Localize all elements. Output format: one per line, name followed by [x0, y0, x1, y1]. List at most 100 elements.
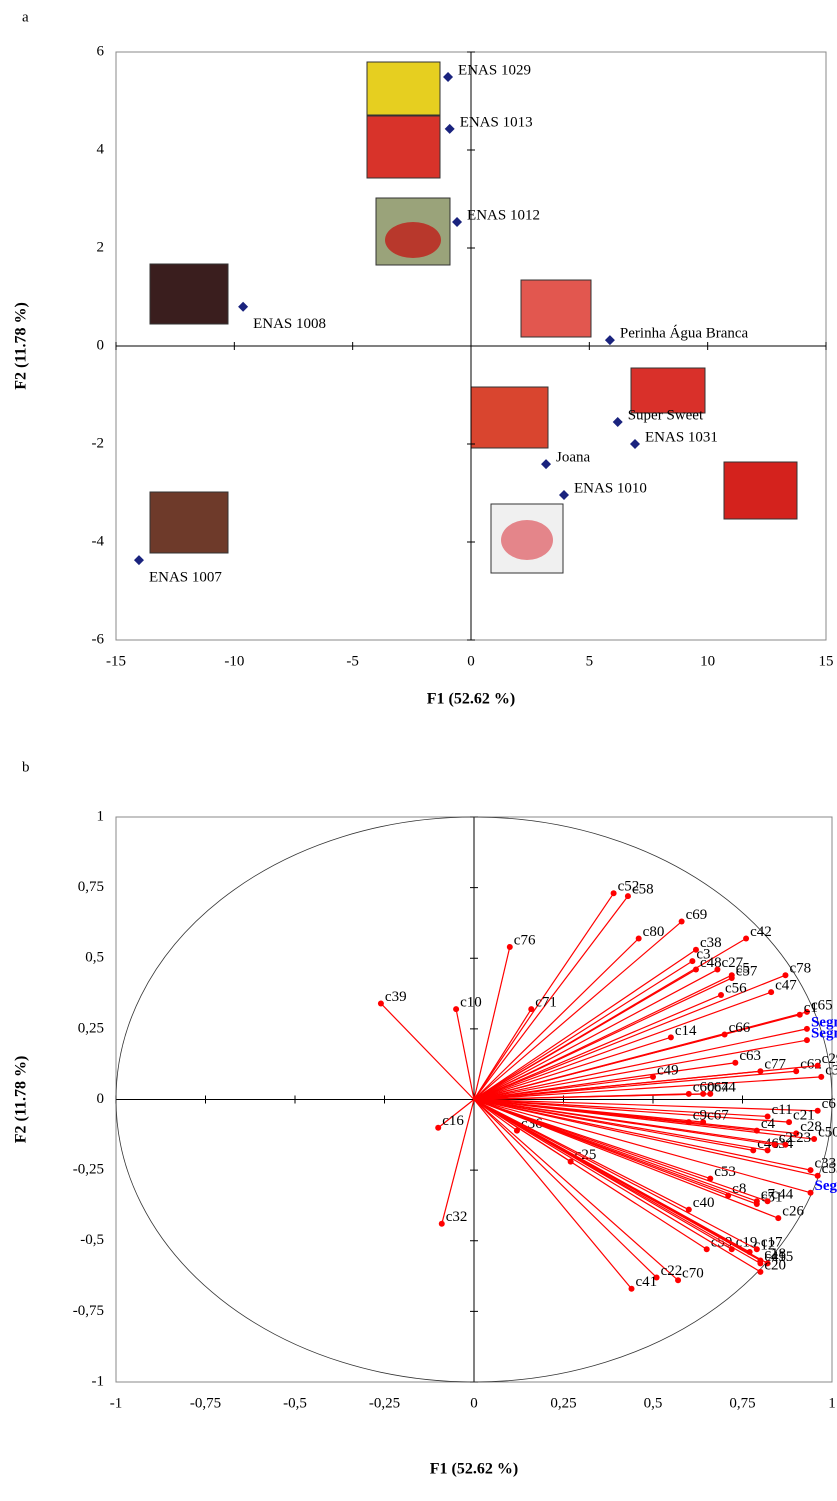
y-tick-label: -2	[92, 435, 105, 451]
variable-point	[797, 1012, 803, 1018]
variable-point	[782, 1142, 788, 1148]
variable-label: c80	[643, 924, 665, 940]
x-tick-label: -10	[224, 653, 244, 669]
point	[443, 72, 453, 82]
variable-point	[757, 1260, 763, 1266]
variable-point	[757, 1269, 763, 1275]
variable-point	[693, 967, 699, 973]
variable-label: c41	[636, 1274, 658, 1290]
x-tick-label: 1	[828, 1395, 836, 1411]
point	[541, 459, 551, 469]
variable-label: c16	[442, 1113, 464, 1129]
variable-point	[679, 919, 685, 925]
variable-label: c32	[446, 1209, 468, 1225]
variable-label: c7	[761, 1187, 776, 1203]
x-tick-label: -0,25	[369, 1395, 400, 1411]
y-tick-label: -0,25	[73, 1162, 104, 1178]
y-tick-label: 0,75	[78, 879, 104, 895]
photo	[724, 462, 797, 519]
variable-label: c66	[729, 1020, 751, 1036]
variable-point	[650, 1074, 656, 1080]
variable-label: c71	[535, 995, 557, 1011]
variable-vector	[381, 1003, 474, 1099]
variable-label: c67	[707, 1108, 729, 1124]
y-tick-label: -0,5	[80, 1232, 104, 1248]
point	[238, 302, 248, 312]
y-tick-label: 0	[97, 1091, 105, 1107]
point-label: Joana	[556, 450, 590, 466]
variable-vector	[474, 961, 692, 1099]
variable-label: c26	[782, 1204, 804, 1220]
variable-point	[815, 1108, 821, 1114]
variable-label: c58	[632, 882, 654, 898]
variable-point	[743, 935, 749, 941]
x-tick-label: -15	[106, 653, 126, 669]
y-tick-label: -6	[92, 631, 105, 647]
variable-point	[718, 992, 724, 998]
variable-label: c74	[714, 1079, 736, 1095]
variable-point	[668, 1034, 674, 1040]
variable-point	[754, 1198, 760, 1204]
variable-point	[689, 958, 695, 964]
variable-label: c42	[750, 924, 772, 940]
photo	[150, 492, 228, 553]
variable-label: c10	[460, 995, 482, 1011]
supplementary-label: Segment	[811, 1026, 837, 1042]
x-tick-label: 0,75	[729, 1395, 755, 1411]
variable-point	[636, 935, 642, 941]
point-label: Super Sweet	[628, 407, 704, 423]
variable-point	[439, 1221, 445, 1227]
variable-label: c33	[815, 1156, 837, 1172]
variable-vector	[474, 938, 639, 1099]
supplementary-point	[808, 1190, 814, 1196]
variable-vector	[456, 1009, 474, 1099]
variable-point	[754, 1246, 760, 1252]
variable-point	[815, 1063, 821, 1069]
variable-point	[435, 1125, 441, 1131]
y-tick-label: 0,5	[85, 950, 104, 966]
variable-label: c31	[825, 1062, 837, 1078]
variable-point	[808, 1167, 814, 1173]
variable-label: c69	[686, 907, 708, 923]
variable-label: c6	[822, 1096, 837, 1112]
supplementary-point	[804, 1037, 810, 1043]
photos	[150, 62, 797, 573]
photo	[367, 62, 440, 115]
variable-point	[775, 1215, 781, 1221]
variable-label: c47	[775, 978, 797, 994]
y-tick-label: 0	[97, 337, 105, 353]
variable-point	[507, 944, 513, 950]
x-axis-title: F1 (52.62 %)	[430, 1461, 518, 1478]
x-tick-label: -0,75	[190, 1395, 221, 1411]
variable-label: c20	[764, 1257, 786, 1273]
point	[559, 490, 569, 500]
y-tick-label: -0,75	[73, 1303, 104, 1319]
point	[613, 417, 623, 427]
point	[445, 124, 455, 134]
y-axis-title: F2 (11.78 %)	[13, 1056, 30, 1144]
variable-label: c70	[682, 1266, 704, 1282]
x-tick-label: -5	[346, 653, 359, 669]
variable-label: c78	[789, 961, 811, 977]
photo	[631, 368, 705, 413]
x-tick-label: 0	[470, 1395, 478, 1411]
y-tick-label: 4	[97, 141, 105, 157]
point-label: ENAS 1012	[467, 207, 540, 223]
variable-point	[768, 989, 774, 995]
x-axis-title: F1 (52.62 %)	[427, 691, 515, 708]
point-label: Perinha Água Branca	[620, 325, 749, 342]
point-label: ENAS 1013	[460, 114, 533, 130]
x-tick-label: 15	[819, 653, 834, 669]
point-label: ENAS 1010	[574, 480, 647, 496]
variable-point	[722, 1032, 728, 1038]
variable-label: c9	[693, 1108, 707, 1124]
variable-point	[611, 890, 617, 896]
variable-label: c22	[661, 1263, 683, 1279]
photo	[367, 116, 440, 178]
page: a-15-10-5051015-6-4-20246F1 (52.62 %)F2 …	[0, 0, 837, 1501]
x-tick-label: 5	[586, 653, 594, 669]
x-tick-label: 0	[467, 653, 475, 669]
point-label: ENAS 1007	[149, 570, 222, 586]
variable-label: c56	[725, 980, 747, 996]
variable-point	[811, 1136, 817, 1142]
